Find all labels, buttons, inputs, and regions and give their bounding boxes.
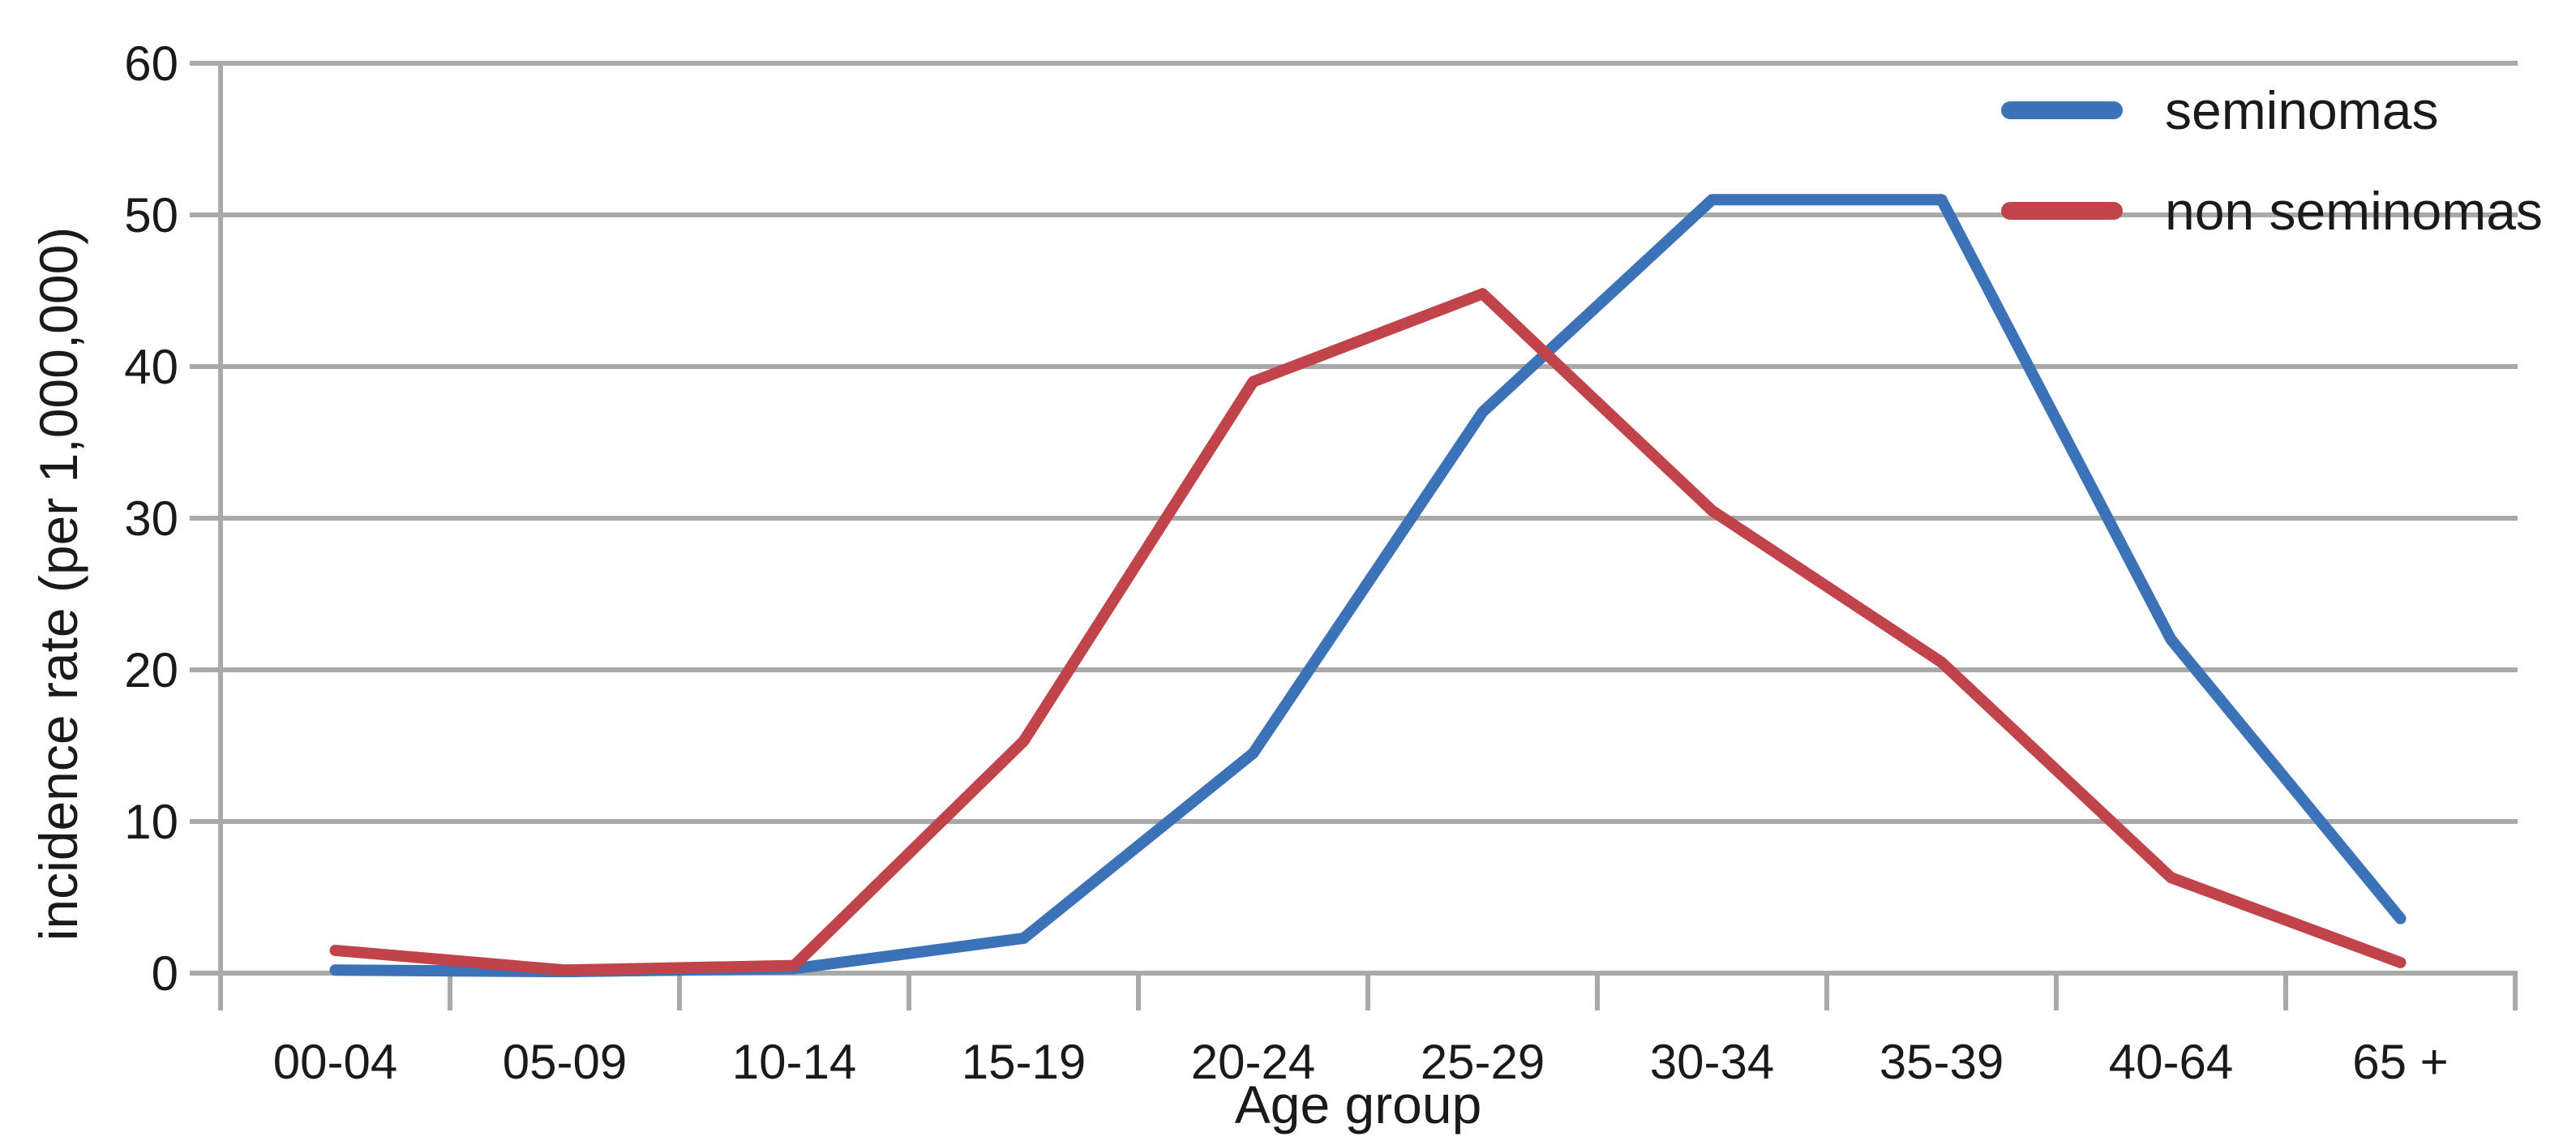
y-tick-label: 40: [124, 340, 178, 394]
y-tick-label: 10: [124, 795, 178, 849]
x-tick-label: 35-39: [1879, 1035, 2004, 1089]
seminomas-swatch-icon: [2001, 101, 2123, 119]
y-tick-label: 20: [124, 643, 178, 697]
legend-item-non-seminomas: non seminomas: [2001, 178, 2543, 243]
x-tick-label: 00-04: [273, 1035, 397, 1089]
x-axis-title: Age group: [1234, 1075, 1482, 1135]
legend-label-seminomas: seminomas: [2165, 80, 2439, 140]
series-line-non-seminomas: [329, 288, 2407, 976]
non-seminomas-swatch-icon: [2001, 202, 2123, 220]
x-tick-label: 30-34: [1650, 1035, 1774, 1089]
legend: seminomas non seminomas: [2001, 78, 2543, 243]
y-tick-label: 0: [152, 946, 178, 1001]
y-tick-label: 30: [124, 491, 178, 546]
x-tick-label: 05-09: [503, 1035, 627, 1089]
y-tick-label: 50: [124, 188, 178, 242]
x-tick-label: 40-64: [2109, 1035, 2233, 1089]
series-line-seminomas: [329, 194, 2407, 978]
y-axis-title: incidence rate (per 1,000,000): [28, 226, 88, 942]
y-tick-label: 60: [124, 36, 178, 91]
x-tick-label: 65 +: [2352, 1035, 2448, 1089]
x-tick-label: 25-29: [1421, 1035, 1545, 1089]
x-tick-label: 10-14: [732, 1035, 856, 1089]
legend-label-non-seminomas: non seminomas: [2165, 181, 2543, 241]
legend-item-seminomas: seminomas: [2001, 78, 2543, 143]
x-tick-label: 15-19: [962, 1035, 1086, 1089]
x-tick-label: 20-24: [1191, 1035, 1315, 1089]
